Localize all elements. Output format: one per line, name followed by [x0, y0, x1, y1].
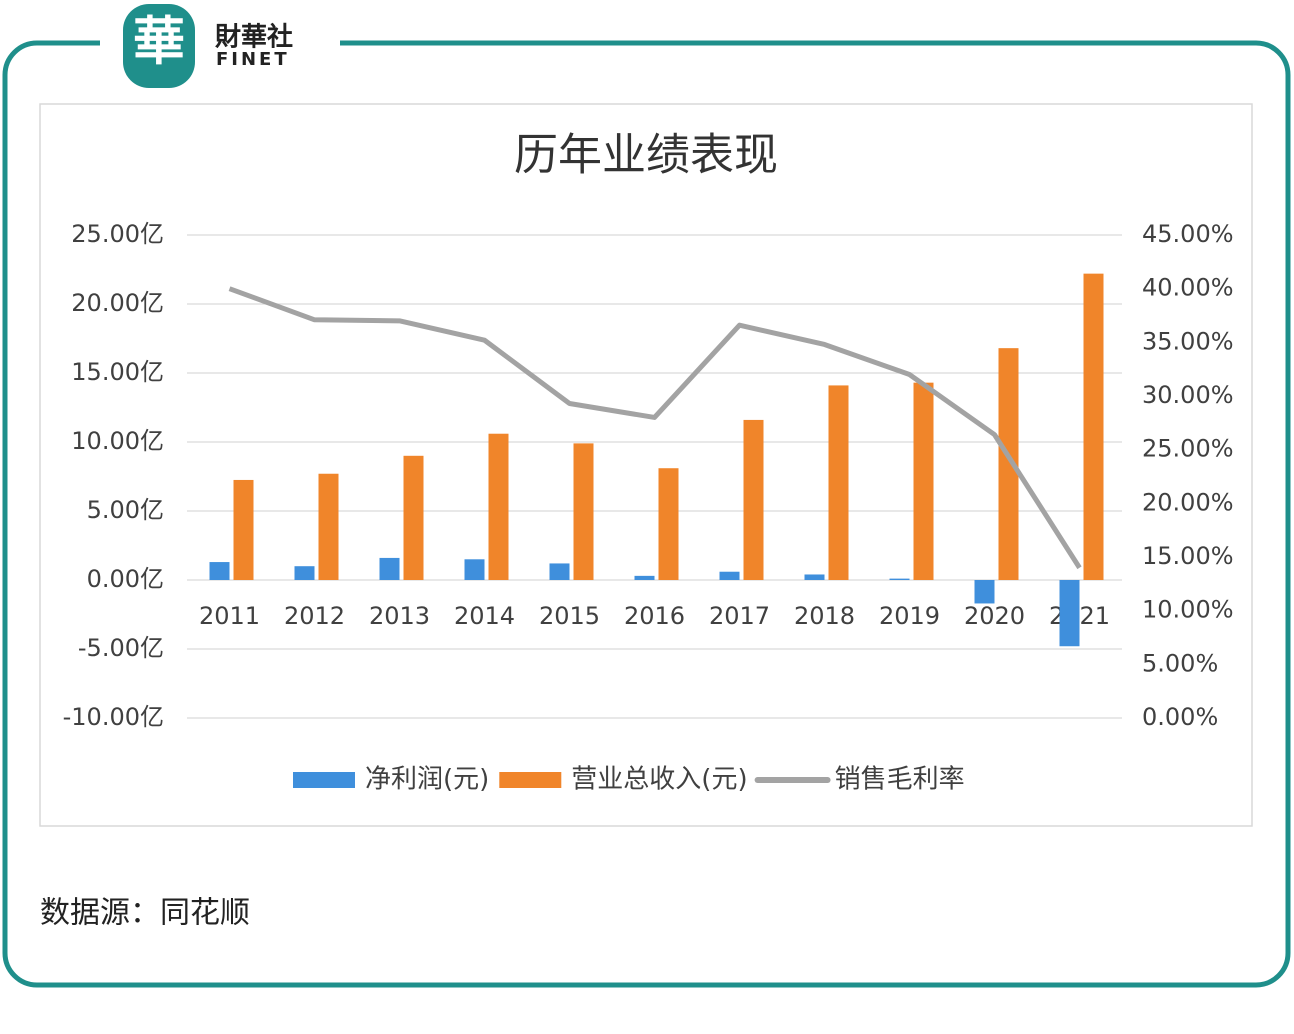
bar: [719, 571, 740, 580]
legend-swatch: [499, 772, 562, 788]
logo-badge: [123, 4, 195, 88]
bar: [488, 433, 509, 580]
bar: [634, 575, 655, 580]
y-tick-label: 0.00亿: [87, 565, 164, 593]
x-tick-label: 2012: [284, 602, 345, 630]
bar: [573, 443, 594, 580]
y2-tick-label: 15.00%: [1142, 542, 1234, 570]
y2-tick-label: 30.00%: [1142, 381, 1234, 409]
bar: [658, 468, 679, 580]
x-tick-label: 2019: [879, 602, 940, 630]
x-tick-label: 2014: [454, 602, 515, 630]
y-tick-label: 20.00亿: [71, 289, 164, 317]
y2-tick-label: 5.00%: [1142, 649, 1218, 677]
bar: [1059, 580, 1080, 647]
bar: [804, 574, 825, 580]
logo-sub: FINET: [216, 49, 290, 70]
legend-label: 净利润(元): [365, 765, 489, 795]
y-tick-label: 15.00亿: [71, 358, 164, 386]
bar: [318, 473, 339, 580]
chart-title: 历年业绩表现: [514, 130, 778, 181]
y2-tick-label: 40.00%: [1142, 274, 1234, 302]
y-tick-label: -5.00亿: [78, 634, 164, 662]
bar: [828, 385, 849, 580]
bar: [998, 348, 1019, 580]
x-tick-label: 2013: [369, 602, 430, 630]
logo-mark: 華: [133, 12, 185, 73]
x-tick-label: 2015: [539, 602, 600, 630]
y-tick-label: 5.00亿: [87, 496, 164, 524]
line: [228, 286, 1082, 570]
bar: [403, 455, 424, 580]
x-tick-label: 2016: [624, 602, 685, 630]
legend-label: 销售毛利率: [835, 765, 965, 795]
x-tick-label: 2018: [794, 602, 855, 630]
y2-tick-label: 10.00%: [1142, 596, 1234, 624]
bar: [379, 557, 400, 580]
source-note: 数据源：同花顺: [40, 896, 250, 931]
y2-tick-label: 45.00%: [1142, 220, 1234, 248]
x-tick-label: 2011: [199, 602, 260, 630]
x-tick-label: 2020: [964, 602, 1025, 630]
y2-tick-label: 0.00%: [1142, 703, 1218, 731]
bar: [889, 578, 910, 580]
bar: [549, 563, 570, 580]
bar: [294, 566, 315, 580]
bar: [974, 580, 995, 604]
x-tick-label: 2017: [709, 602, 770, 630]
frame: [2, 40, 1291, 988]
y-tick-label: 25.00亿: [71, 220, 164, 248]
bar: [743, 419, 764, 580]
y2-tick-label: 35.00%: [1142, 327, 1234, 355]
y-tick-label: -10.00亿: [63, 703, 164, 731]
bar: [1083, 273, 1104, 580]
y2-tick-label: 20.00%: [1142, 488, 1234, 516]
y2-tick-label: 25.00%: [1142, 435, 1234, 463]
legend-swatch: [293, 772, 355, 788]
bar: [464, 559, 485, 580]
bar: [913, 382, 934, 580]
bar: [209, 562, 230, 580]
chart-panel: [39, 103, 1253, 827]
bar: [233, 479, 254, 580]
y-tick-label: 10.00亿: [71, 427, 164, 455]
logo-name: 財華社: [215, 22, 293, 53]
legend-label: 营业总收入(元): [571, 765, 747, 795]
